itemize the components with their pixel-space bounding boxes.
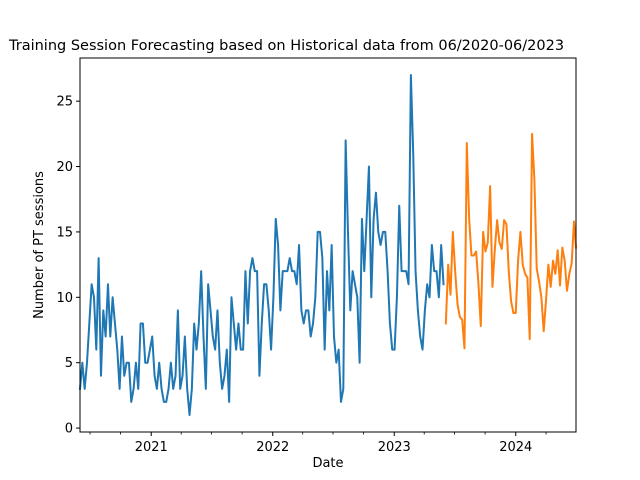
y-tick-label: 10: [56, 291, 73, 306]
x-tick-label: 2021: [135, 440, 168, 455]
y-tick-label: 25: [56, 95, 73, 110]
forecast-series-line: [444, 132, 578, 350]
plot-frame: [79, 57, 577, 433]
x-axis: 2021 2022 2023 2024: [89, 432, 547, 455]
y-tick-label: 20: [56, 160, 73, 175]
y-axis: 0 5 10 15 20 25: [56, 95, 80, 437]
x-tick-label: 2024: [499, 440, 532, 455]
plot-area: [80, 58, 576, 432]
series-group: [78, 74, 578, 416]
x-tick-label: 2023: [378, 440, 411, 455]
y-tick-label: 0: [65, 422, 73, 437]
y-tick-label: 15: [56, 225, 73, 240]
x-axis-label: Date: [312, 456, 343, 471]
y-tick-label: 5: [65, 356, 73, 371]
historical-series-line: [78, 74, 445, 416]
chart-title: Training Session Forecasting based on Hi…: [8, 38, 564, 54]
x-tick-label: 2022: [256, 440, 289, 455]
y-axis-label: Number of PT sessions: [32, 171, 47, 319]
